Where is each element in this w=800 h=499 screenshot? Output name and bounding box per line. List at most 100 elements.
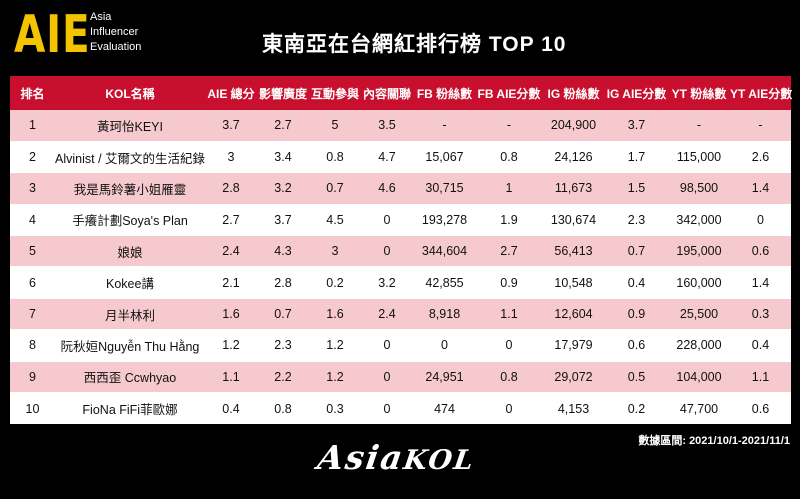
table-cell: 0	[476, 329, 542, 362]
table-cell: -	[668, 110, 730, 142]
column-header: 內容關聯	[361, 76, 413, 110]
table-cell: 474	[413, 392, 476, 424]
table-cell: 0	[730, 203, 791, 236]
kol-name-cell: 娘娘	[55, 235, 205, 267]
table-row: 5 娘娘 2.4 4.3 3 0 344,604 2.7 56,413 0.7 195,000 0.6	[10, 235, 791, 267]
table-cell: 342,000	[668, 203, 730, 236]
table-cell: 0.7	[257, 297, 309, 330]
table-cell: 4.7	[361, 140, 413, 173]
logo-text: Asia Influencer Evaluation	[90, 10, 141, 55]
rank-cell: 2	[10, 140, 55, 173]
table-cell: 2.3	[605, 203, 668, 236]
column-header: 互動參與	[309, 76, 361, 110]
table-cell: 0.5	[605, 360, 668, 393]
table-cell: 130,674	[542, 203, 605, 236]
table-row: 9 西西歪 Ccwhyao 1.1 2.2 1.2 0 24,951 0.8 29,072 0.5…	[10, 360, 791, 393]
table-cell: 0.6	[605, 329, 668, 362]
kol-name-cell: 西西歪 Ccwhyao	[55, 360, 205, 393]
table-cell: 1.2	[309, 329, 361, 362]
ranking-table: 排名 KOL名稱 AIE 總分 影響廣度 互動參與 內容關聯 FB 粉絲數 FB AIE分數 I…	[10, 76, 792, 424]
table-cell: 0	[361, 360, 413, 393]
logo-line-3: Evaluation	[90, 41, 142, 53]
table-cell: 3.2	[361, 266, 413, 299]
table-cell: 8,918	[413, 297, 476, 330]
table-cell: 0	[361, 235, 413, 267]
table-cell: 42,855	[413, 266, 476, 299]
table-cell: 1	[476, 172, 542, 205]
table-cell: 30,715	[413, 172, 476, 205]
table-cell: 228,000	[668, 329, 730, 362]
table-cell: -	[476, 110, 542, 142]
kol-name-cell: 月半林利	[55, 297, 205, 330]
table-cell: 17,979	[542, 329, 605, 362]
table-cell: 0.3	[730, 297, 791, 330]
table-cell: 4.5	[309, 203, 361, 236]
table-cell: 344,604	[413, 235, 476, 267]
table-cell: 0.4	[730, 329, 791, 362]
brand-part-1: Asia	[315, 438, 407, 477]
table-cell: 0.4	[205, 392, 257, 424]
table-cell: 4.6	[361, 172, 413, 205]
logo-line-2: Influencer	[90, 26, 139, 38]
kol-name-cell: Alvinist / 艾爾文的生活紀錄	[55, 140, 205, 173]
rank-cell: 4	[10, 203, 55, 236]
table-cell: 12,604	[542, 297, 605, 330]
table-cell: 1.1	[476, 297, 542, 330]
table-cell: 3.7	[205, 110, 257, 142]
kol-name-cell: FioNa FiFi菲歐娜	[55, 392, 205, 424]
kol-name-cell: Kokee講	[55, 266, 205, 299]
page-title: 東南亞在台網紅排行榜 TOP 10	[262, 33, 567, 56]
table-row: 7 月半林利 1.6 0.7 1.6 2.4 8,918 1.1 12,604 0.9 25,500…	[10, 297, 791, 330]
table-cell: 0	[361, 392, 413, 424]
table-cell: 11,673	[542, 172, 605, 205]
table-cell: 115,000	[668, 140, 730, 173]
table-row: 6 Kokee講 2.1 2.8 0.2 3.2 42,855 0.9 10,548 0.4 160…	[10, 266, 791, 299]
table-row: 2 Alvinist / 艾爾文的生活紀錄 3 3.4 0.8 4.7 15,067 0.8 2…	[10, 140, 791, 173]
table-row: 1 黃珂怡KEYI 3.7 2.7 5 3.5- -204,900 3.7- -	[10, 110, 791, 142]
table-cell: 0.2	[605, 392, 668, 424]
table-cell: 0.9	[605, 297, 668, 330]
table-cell: 1.2	[309, 360, 361, 393]
table-cell: 15,067	[413, 140, 476, 173]
brand-part-2: KOL	[401, 445, 478, 476]
table-cell: 25,500	[668, 297, 730, 330]
table-cell: 0.9	[476, 266, 542, 299]
column-header: IG 粉絲數	[542, 76, 605, 110]
table-cell: 0.8	[476, 140, 542, 173]
table-cell: 1.1	[730, 360, 791, 393]
table-cell: 1.2	[205, 329, 257, 362]
table-cell: 2.8	[257, 266, 309, 299]
column-header: KOL名稱	[55, 76, 205, 110]
logo-line-1: Asia	[90, 11, 112, 23]
table-row: 4 手癢計劃Soya's Plan 2.7 3.7 4.5 0 193,278 1.9 130,…	[10, 203, 791, 236]
column-header: YT AIE分數	[730, 76, 792, 110]
table-cell: 104,000	[668, 360, 730, 393]
ranking-table-container: 排名 KOL名稱 AIE 總分 影響廣度 互動參與 內容關聯 FB 粉絲數 FB AIE分數 I…	[10, 76, 792, 424]
rank-cell: 3	[10, 172, 55, 205]
table-cell: 2.4	[205, 235, 257, 267]
table-cell: 0	[361, 329, 413, 362]
rank-cell: 6	[10, 266, 55, 299]
table-cell: 0.8	[257, 392, 309, 424]
table-cell: 29,072	[542, 360, 605, 393]
table-cell: 2.7	[476, 235, 542, 267]
table-cell: 2.1	[205, 266, 257, 299]
column-header: YT 粉絲數	[668, 76, 730, 110]
logo-mark: AIE	[14, 5, 91, 65]
kol-name-cell: 我是馬鈴薯小姐雁靈	[55, 172, 205, 205]
table-cell: 0.8	[309, 140, 361, 173]
table-cell: 1.5	[605, 172, 668, 205]
table-cell: 4,153	[542, 392, 605, 424]
column-header: 影響廣度	[257, 76, 309, 110]
rank-cell: 8	[10, 329, 55, 362]
table-cell: 3	[309, 235, 361, 267]
column-header: IG AIE分數	[605, 76, 668, 110]
table-cell: 47,700	[668, 392, 730, 424]
table-cell: 3.7	[605, 110, 668, 142]
column-header: 排名	[10, 76, 55, 110]
kol-name-cell: 手癢計劃Soya's Plan	[55, 203, 205, 236]
table-row: 8 阮秋姮Nguyễn Thu Hằng 1.2 2.3 1.2 0 0 0 17,979 0.6…	[10, 329, 791, 362]
rank-cell: 9	[10, 360, 55, 393]
table-cell: 2.8	[205, 172, 257, 205]
table-cell: 2.7	[205, 203, 257, 236]
